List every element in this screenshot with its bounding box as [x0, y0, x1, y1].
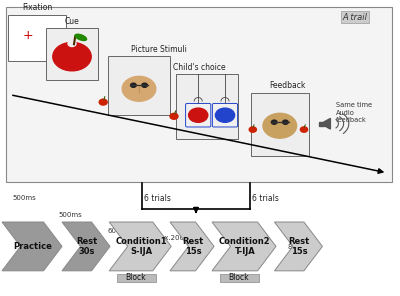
Circle shape — [170, 113, 178, 119]
Text: Practice: Practice — [14, 242, 52, 251]
Text: Audio: Audio — [336, 110, 355, 115]
Circle shape — [122, 76, 156, 101]
Text: 500ms: 500ms — [12, 195, 36, 201]
Text: Rest
30s: Rest 30s — [76, 237, 98, 256]
Circle shape — [300, 127, 308, 132]
Polygon shape — [170, 222, 214, 271]
Polygon shape — [212, 222, 276, 271]
Ellipse shape — [75, 34, 86, 41]
Circle shape — [130, 83, 136, 87]
Text: Child's choice: Child's choice — [173, 63, 225, 72]
FancyBboxPatch shape — [176, 74, 238, 139]
Circle shape — [142, 83, 148, 87]
FancyBboxPatch shape — [46, 28, 98, 80]
Text: Condition2
T-IJA: Condition2 T-IJA — [219, 237, 271, 256]
FancyBboxPatch shape — [220, 274, 259, 282]
Text: Rest
15s: Rest 15s — [182, 237, 204, 256]
Circle shape — [271, 120, 277, 124]
Circle shape — [99, 99, 107, 105]
FancyBboxPatch shape — [117, 274, 156, 282]
Circle shape — [68, 41, 76, 46]
Text: A trail: A trail — [342, 13, 367, 22]
Text: Block: Block — [228, 274, 249, 282]
Polygon shape — [324, 118, 330, 129]
Text: Rest
15s: Rest 15s — [289, 237, 310, 256]
Text: Condition1
S-IJA: Condition1 S-IJA — [115, 237, 167, 256]
Text: Fixation: Fixation — [22, 4, 52, 12]
Polygon shape — [274, 222, 322, 271]
Text: Cue: Cue — [65, 17, 79, 26]
FancyBboxPatch shape — [186, 103, 211, 127]
Text: Same time: Same time — [336, 102, 372, 108]
Polygon shape — [109, 222, 171, 271]
Circle shape — [282, 120, 288, 124]
FancyBboxPatch shape — [212, 103, 238, 127]
FancyBboxPatch shape — [108, 56, 170, 115]
Circle shape — [215, 108, 234, 122]
FancyBboxPatch shape — [251, 93, 309, 156]
Circle shape — [263, 113, 297, 138]
Text: Max.2000ms: Max.2000ms — [154, 235, 199, 241]
Circle shape — [249, 127, 256, 132]
Text: 6 trials: 6 trials — [144, 194, 171, 203]
FancyBboxPatch shape — [6, 7, 392, 182]
Bar — [319, 122, 324, 126]
Polygon shape — [62, 222, 110, 271]
Text: 600ms: 600ms — [108, 228, 132, 234]
Text: +: + — [23, 29, 34, 42]
Text: feedback: feedback — [336, 117, 367, 123]
Text: Picture Stimuli: Picture Stimuli — [131, 45, 187, 54]
Circle shape — [189, 108, 208, 122]
Polygon shape — [2, 222, 62, 271]
Text: Block: Block — [126, 274, 146, 282]
Text: 6 trials: 6 trials — [252, 194, 279, 203]
Text: Feedback: Feedback — [270, 81, 306, 90]
FancyBboxPatch shape — [8, 15, 66, 61]
Text: 500ms: 500ms — [58, 212, 82, 218]
Circle shape — [53, 42, 91, 71]
Text: 800ms: 800ms — [288, 244, 312, 250]
